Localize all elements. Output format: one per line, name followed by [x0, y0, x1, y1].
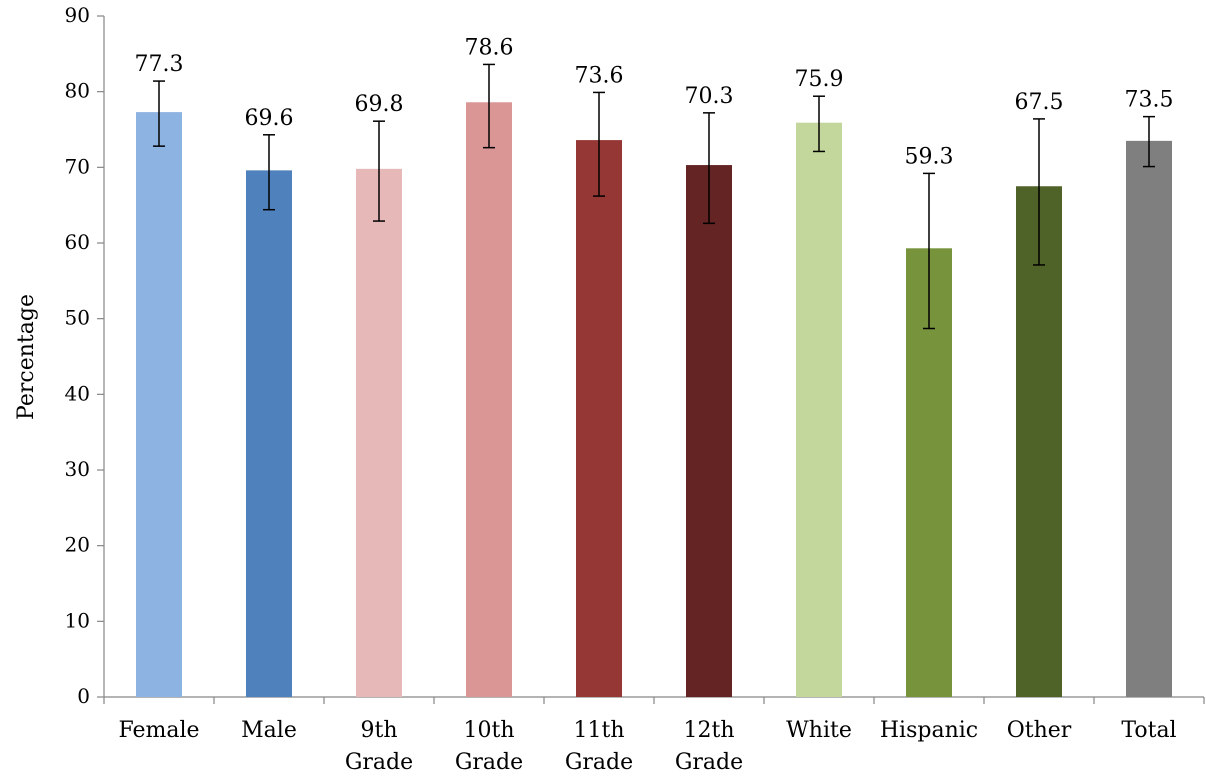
- category-label: Grade: [345, 750, 413, 775]
- category-label: 11th: [573, 718, 624, 743]
- y-tick-label: 30: [65, 457, 90, 481]
- bar: [356, 168, 402, 697]
- data-label: 77.3: [135, 52, 184, 77]
- bar: [686, 165, 732, 697]
- bar: [1016, 186, 1062, 697]
- category-label: White: [786, 718, 852, 743]
- y-axis-title: Percentage: [14, 294, 39, 420]
- bar: [246, 170, 292, 698]
- y-tick-label: 70: [65, 154, 90, 178]
- category-label: Hispanic: [880, 718, 978, 743]
- data-labels: 77.3 69.6 69.8 78.6 73.6 70.3 75.9 59.3 67.5 73.5: [135, 35, 1174, 169]
- data-label: 59.3: [905, 144, 954, 169]
- bar: [796, 122, 842, 697]
- data-label: 69.6: [245, 106, 294, 131]
- category-label: Grade: [455, 750, 523, 775]
- category-label: Grade: [565, 750, 633, 775]
- bar: [576, 140, 622, 698]
- data-label: 70.3: [685, 84, 734, 109]
- y-tick-label: 10: [65, 608, 90, 632]
- y-axis-title-group: Percentage: [14, 294, 39, 420]
- y-tick-label: 40: [65, 381, 90, 405]
- data-label: 75.9: [795, 67, 844, 92]
- y-tick-label: 60: [65, 230, 90, 254]
- bar: [466, 102, 512, 697]
- bar: [136, 112, 182, 697]
- error-bars: [153, 63, 1155, 330]
- data-label: 73.6: [575, 63, 624, 88]
- category-label: Male: [241, 718, 297, 743]
- data-label: 67.5: [1015, 90, 1064, 115]
- y-tick-label: 80: [65, 79, 90, 103]
- y-tick-label: 20: [65, 533, 90, 557]
- data-label: 69.8: [355, 92, 404, 117]
- category-label: 12th: [683, 718, 734, 743]
- x-axis: [103, 696, 1205, 704]
- category-labels: Female Male 9th Grade 10th Grade 11th Grade 12th…: [118, 718, 1176, 775]
- data-label: 73.5: [1125, 88, 1174, 113]
- category-label: Other: [1007, 718, 1072, 743]
- bar: [1126, 140, 1172, 698]
- data-label: 78.6: [465, 35, 514, 60]
- bars: [136, 102, 1172, 698]
- y-tick-label: 0: [77, 684, 90, 708]
- y-tick-label: 90: [65, 3, 90, 27]
- category-label: Grade: [675, 750, 743, 775]
- category-label: Total: [1121, 718, 1176, 743]
- category-label: 10th: [463, 718, 514, 743]
- y-tick-label: 50: [65, 306, 90, 330]
- y-axis: 0 10 20 30 40 50 60 70 80 90: [65, 3, 105, 708]
- category-label: 9th: [360, 718, 397, 743]
- category-label: Female: [118, 718, 199, 743]
